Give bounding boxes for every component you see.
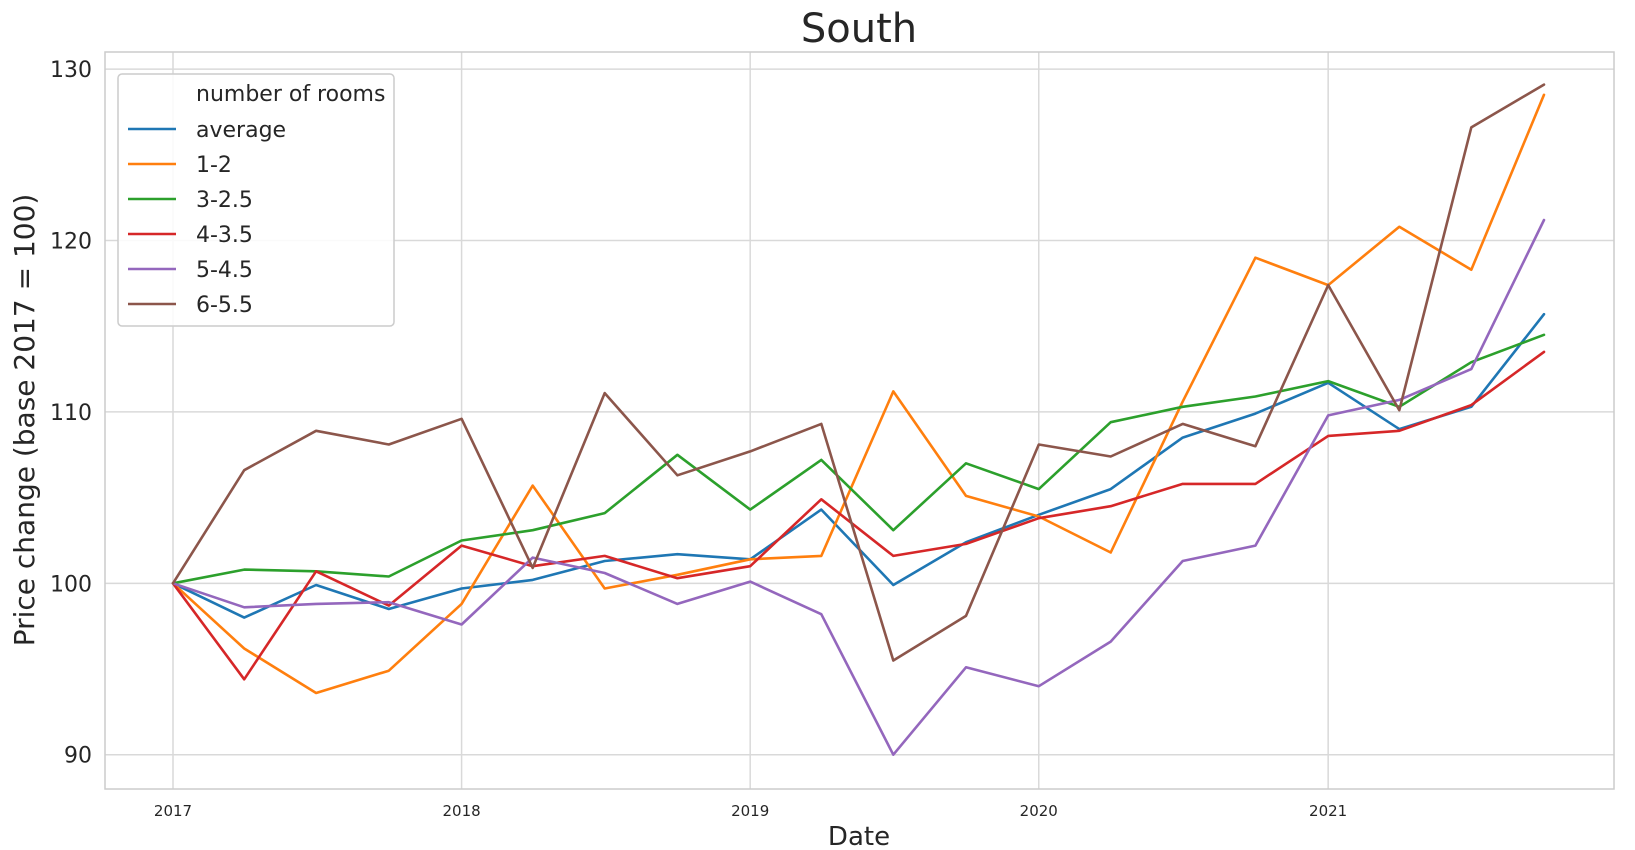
y-tick-labels: 90 100 110 120 130: [50, 58, 92, 769]
x-axis-label: Date: [828, 822, 890, 850]
x-tick-label: 2017: [154, 802, 192, 820]
y-tick-label: 120: [50, 230, 92, 255]
legend-title: number of rooms: [196, 82, 385, 107]
x-tick-label: 2021: [1309, 802, 1347, 820]
y-tick-label: 100: [50, 572, 92, 597]
plot-frame: [104, 51, 1615, 790]
legend-box: [117, 73, 395, 327]
y-tick-label: 110: [50, 401, 92, 426]
series-line-3-2.5: [171, 333, 1546, 585]
x-tick-labels: 2017 2018 2019 2020 2021: [154, 802, 1347, 820]
series-lines: [171, 83, 1546, 757]
y-axis-label: Price change (base 2017 = 100): [8, 194, 41, 647]
series-line-5-4.5: [171, 218, 1546, 757]
legend-label-1-2: 1-2: [196, 153, 232, 178]
legend-label-6-5.5: 6-5.5: [196, 293, 253, 318]
series-line-1-2: [171, 93, 1546, 695]
legend-entries: average 1-2 3-2.5 4-3.5 5-4.5 6-5.5: [128, 118, 286, 318]
x-tick-label: 2020: [1020, 802, 1058, 820]
series-line-6-5.5: [171, 83, 1546, 662]
legend-label-3-2.5: 3-2.5: [196, 188, 253, 213]
legend-label-average: average: [196, 118, 286, 143]
y-tick-label: 90: [64, 744, 92, 769]
chart-title: South: [801, 6, 917, 52]
series-line-4-3.5: [171, 350, 1546, 681]
x-tick-label: 2019: [731, 802, 769, 820]
y-tick-label: 130: [50, 58, 92, 83]
legend: number of rooms average 1-2 3-2.5 4-3.5 5-4.…: [117, 73, 395, 327]
legend-label-5-4.5: 5-4.5: [196, 258, 253, 283]
legend-label-4-3.5: 4-3.5: [196, 223, 253, 248]
x-tick-label: 2018: [442, 802, 480, 820]
